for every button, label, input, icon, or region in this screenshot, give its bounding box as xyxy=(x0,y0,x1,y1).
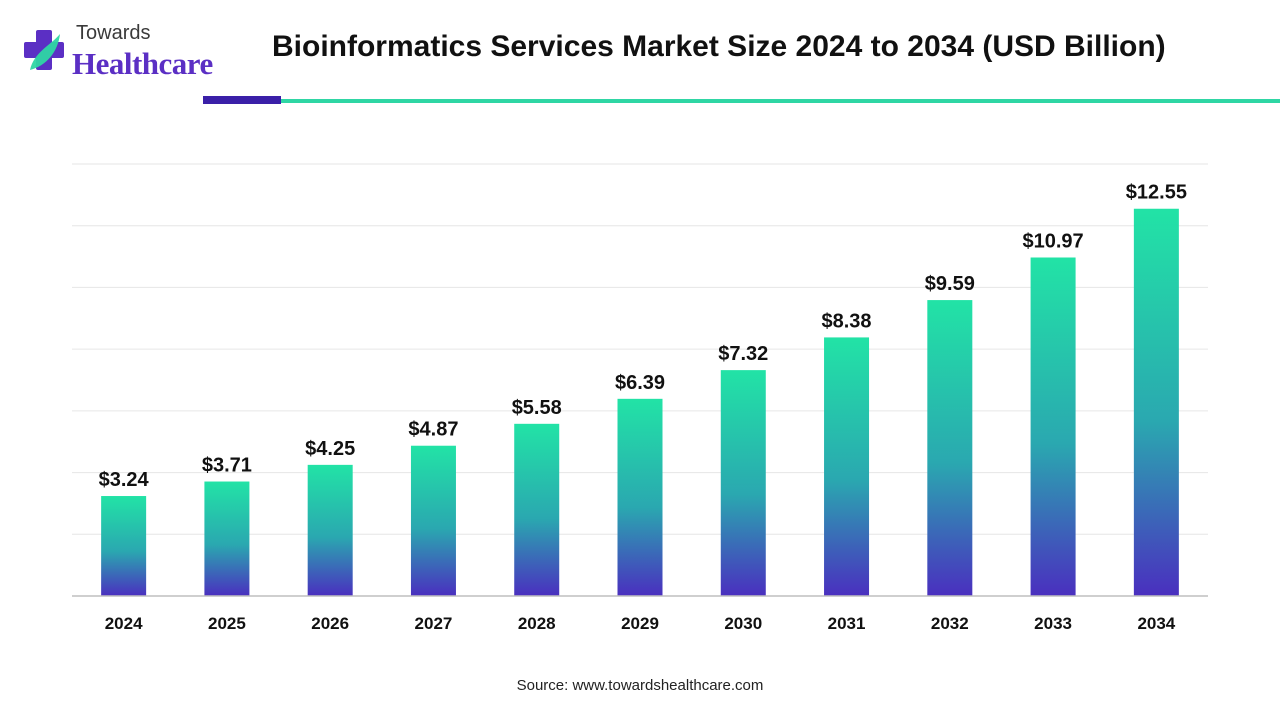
data-label-2027: $4.87 xyxy=(408,419,458,441)
data-label-2026: $4.25 xyxy=(305,438,355,460)
bar-2032 xyxy=(927,300,973,596)
data-label-2028: $5.58 xyxy=(512,397,562,419)
x-tick-2030: 2030 xyxy=(724,614,762,633)
x-tick-2029: 2029 xyxy=(621,614,659,633)
x-tick-2032: 2032 xyxy=(931,614,969,633)
bar-2034 xyxy=(1133,208,1179,596)
bar-2029 xyxy=(617,398,663,596)
title-rule-accent xyxy=(203,96,281,104)
data-label-2025: $3.71 xyxy=(202,455,252,477)
data-label-2029: $6.39 xyxy=(615,372,665,394)
brand-logo: Towards Healthcare xyxy=(20,20,240,90)
bars xyxy=(101,208,1179,596)
x-tick-2027: 2027 xyxy=(415,614,453,633)
source-note: Source: www.towardshealthcare.com xyxy=(516,677,764,694)
x-tick-2026: 2026 xyxy=(311,614,349,633)
chart-title: Bioinformatics Services Market Size 2024… xyxy=(272,30,1166,63)
bar-2031 xyxy=(824,337,870,596)
medical-cross-leaf-icon xyxy=(24,30,64,70)
data-label-2034: $12.55 xyxy=(1126,182,1187,204)
x-tick-2033: 2033 xyxy=(1034,614,1072,633)
x-tick-labels: 2024 2025 2026 2027 2028 2029 2030 2031 2032 2033… xyxy=(105,614,1176,633)
x-tick-2028: 2028 xyxy=(518,614,556,633)
x-tick-2024: 2024 xyxy=(105,614,143,633)
bar-2025 xyxy=(204,481,250,596)
data-label-2032: $9.59 xyxy=(925,273,975,295)
bar-2024 xyxy=(101,496,147,596)
data-label-2031: $8.38 xyxy=(822,310,872,332)
bar-2033 xyxy=(1030,257,1076,596)
bar-2026 xyxy=(307,464,353,596)
x-tick-2031: 2031 xyxy=(828,614,866,633)
brand-name-bottom: Healthcare xyxy=(72,46,213,81)
bar-2028 xyxy=(514,423,560,596)
data-label-2024: $3.24 xyxy=(99,469,150,491)
bar-2027 xyxy=(410,445,456,596)
brand-name-top: Towards xyxy=(76,22,151,44)
data-label-2033: $10.97 xyxy=(1023,230,1084,252)
bar-2030 xyxy=(720,370,766,596)
x-tick-2034: 2034 xyxy=(1137,614,1175,633)
x-tick-2025: 2025 xyxy=(208,614,246,633)
title-rule xyxy=(281,99,1280,103)
data-label-2030: $7.32 xyxy=(718,343,768,365)
data-labels: $3.24 $3.71 $4.25 $4.87 $5.58 $6.39 $7.32 $8.38… xyxy=(99,182,1187,491)
